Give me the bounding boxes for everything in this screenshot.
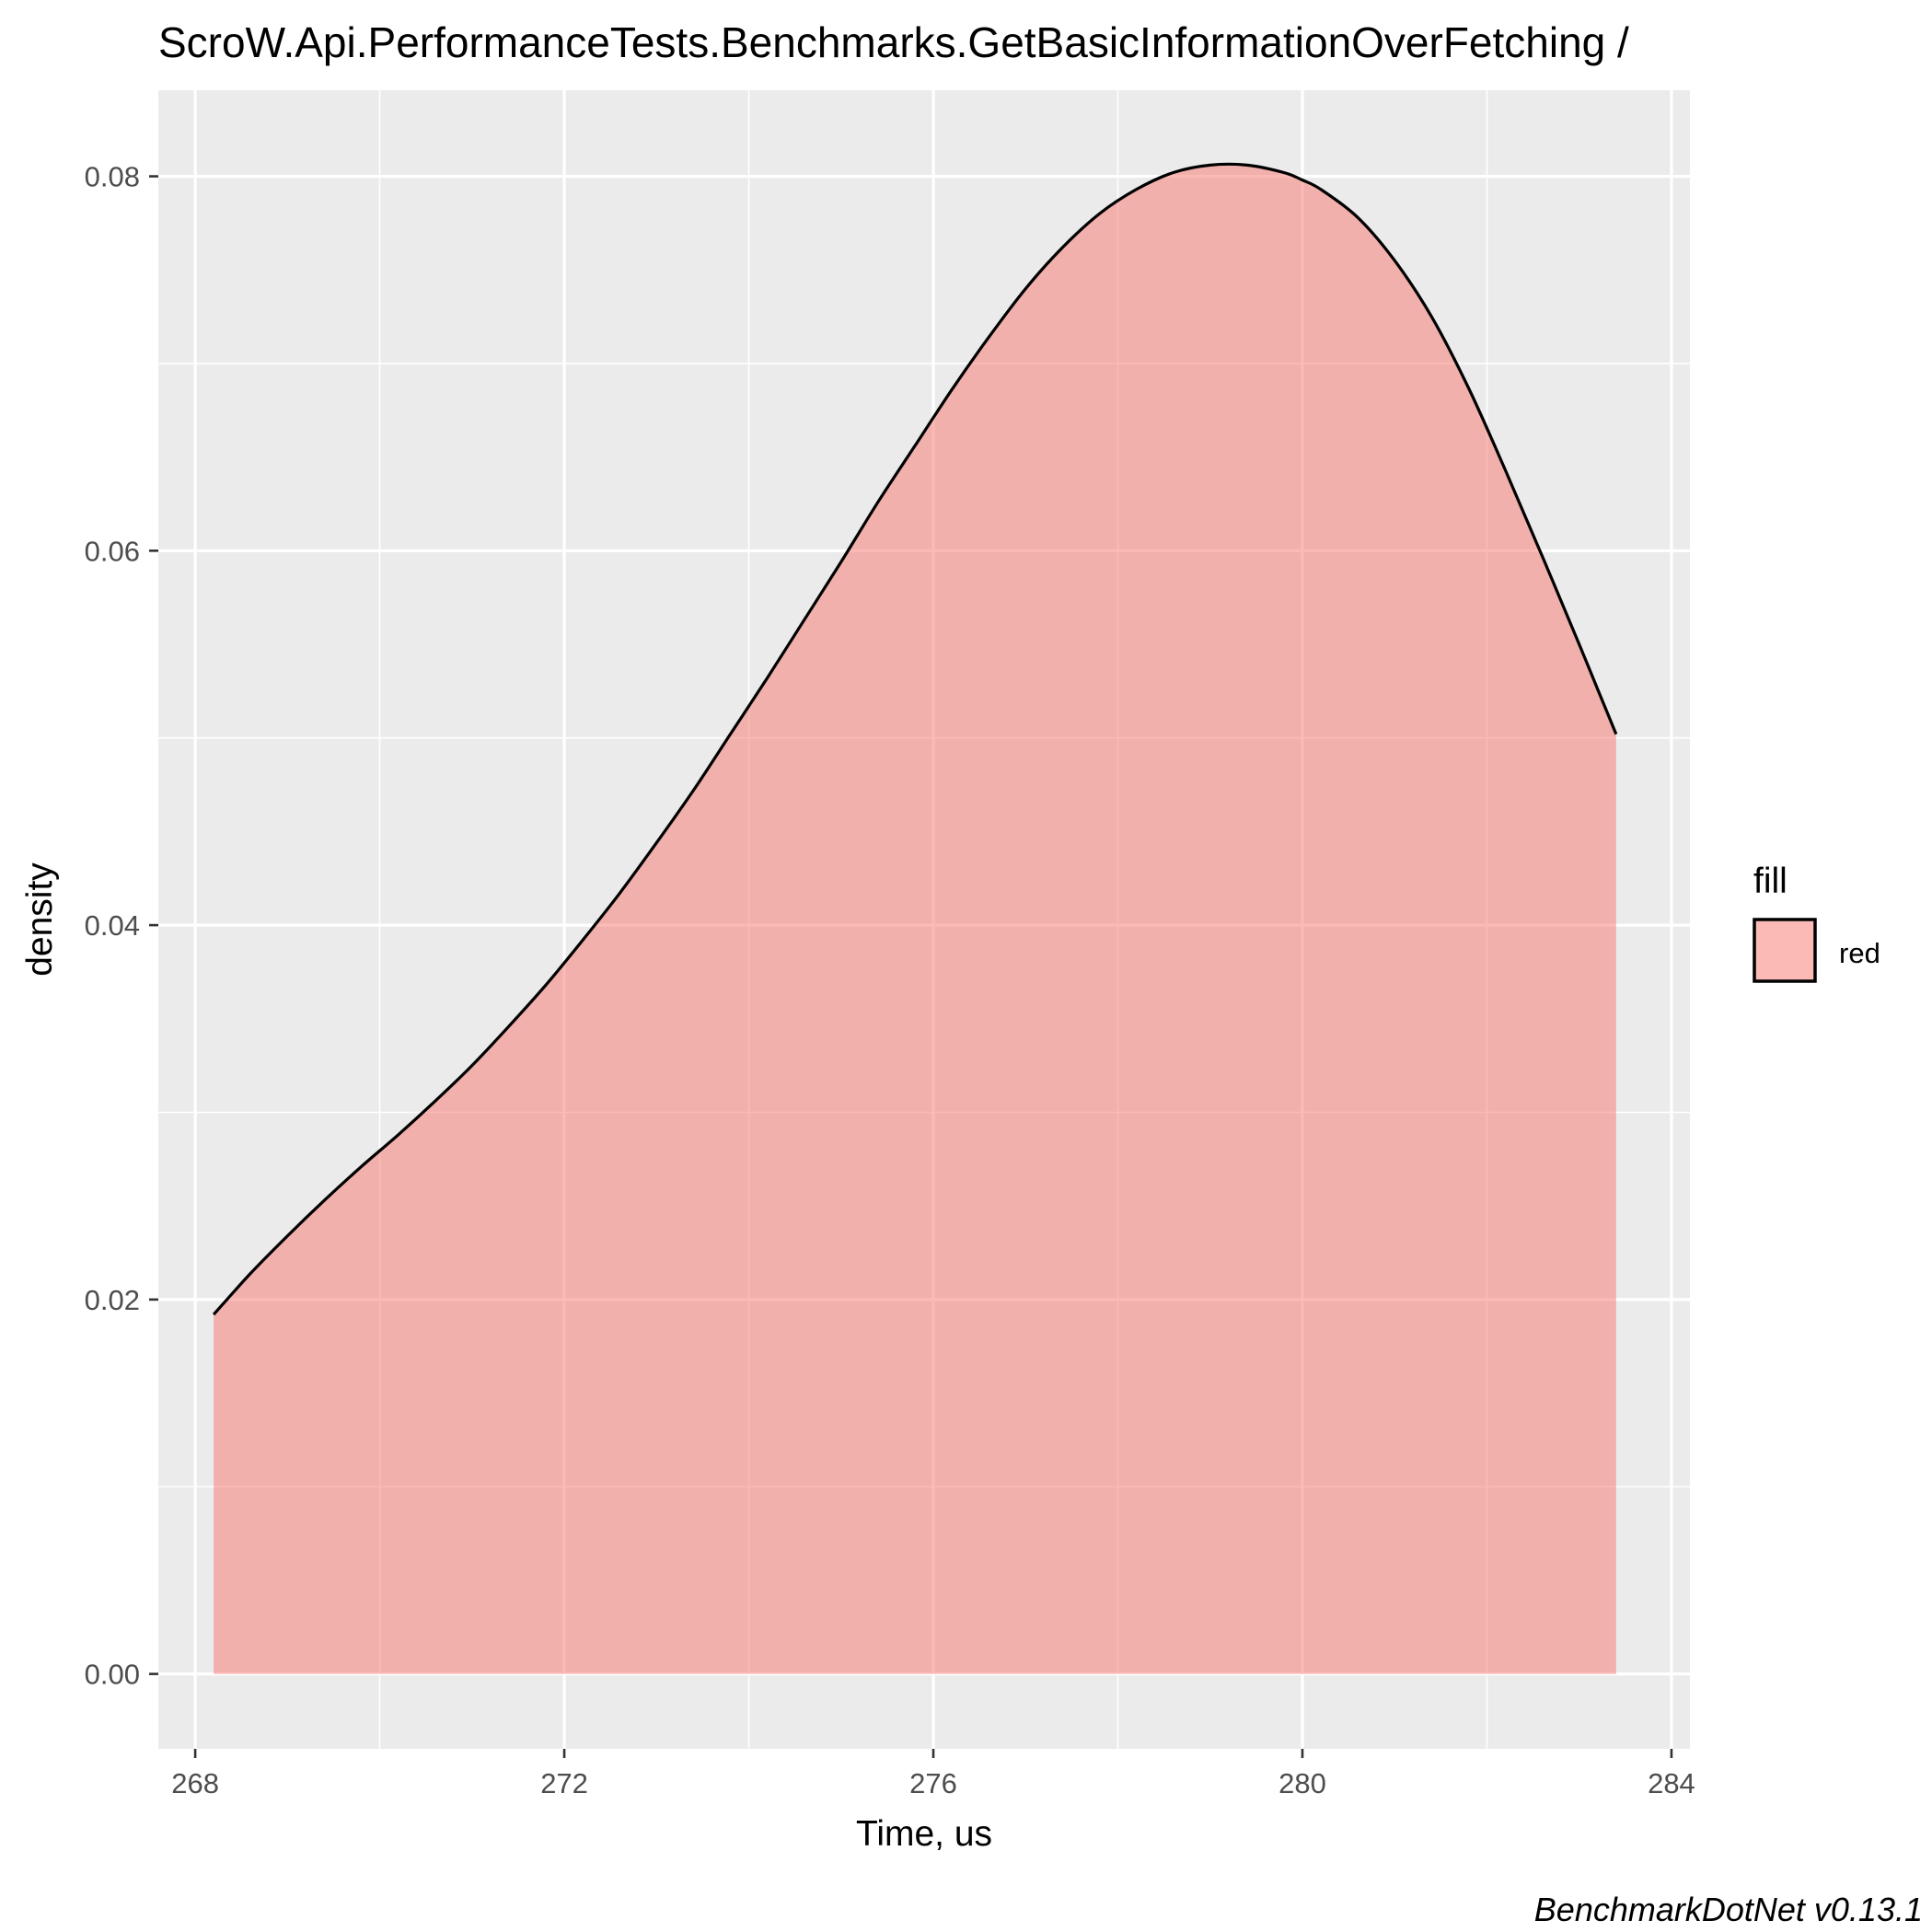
density-area: [214, 164, 1616, 1674]
y-axis: 0.00 0.02 0.04 0.06 0.08: [85, 161, 158, 1691]
legend-label-red: red: [1839, 937, 1880, 969]
y-tick-label: 0.06: [85, 535, 140, 567]
x-tick-label: 268: [171, 1767, 219, 1799]
y-tick-label: 0.02: [85, 1284, 140, 1316]
y-tick-label: 0.00: [85, 1659, 140, 1691]
x-tick-label: 284: [1648, 1767, 1695, 1799]
density-line: [212, 162, 1618, 1316]
x-tick-label: 280: [1278, 1767, 1326, 1799]
y-axis-title: density: [20, 862, 60, 977]
x-axis: 268 272 276 280 284: [171, 1749, 1695, 1799]
density-area-group: [212, 162, 1618, 1674]
chart-title: ScroW.Api.PerformanceTests.Benchmarks.Ge…: [158, 18, 1629, 66]
y-tick-label: 0.04: [85, 909, 140, 942]
legend: fill red: [1753, 862, 1880, 983]
chart-caption: BenchmarkDotNet v0.13.1: [1534, 1891, 1923, 1928]
x-axis-title: Time, us: [856, 1814, 992, 1854]
x-tick-label: 272: [540, 1767, 588, 1799]
legend-key-red: [1753, 918, 1817, 983]
y-tick-label: 0.08: [85, 161, 140, 193]
x-tick-label: 276: [909, 1767, 957, 1799]
legend-title: fill: [1753, 862, 1787, 901]
